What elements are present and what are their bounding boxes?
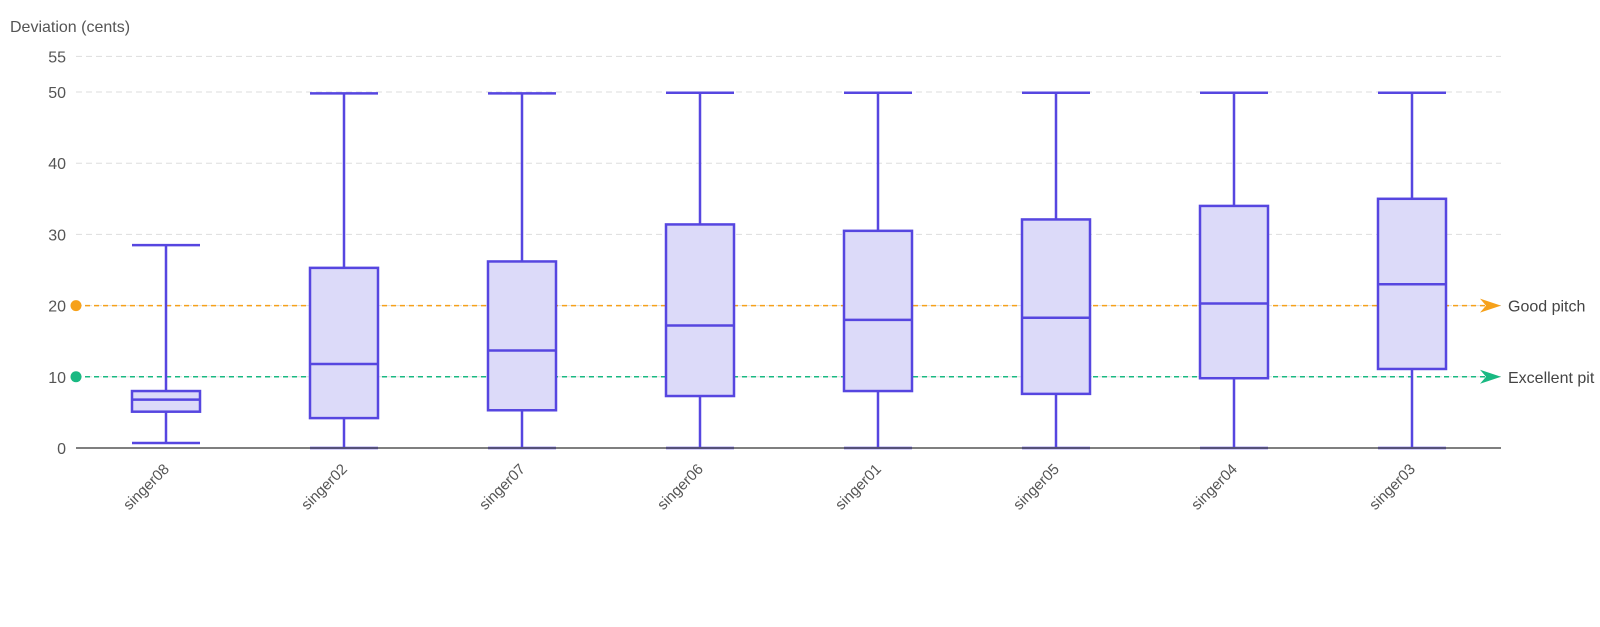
y-tick-label: 50 — [48, 85, 66, 102]
y-tick-label: 0 — [57, 441, 66, 458]
reference-line-label: Good pitch — [1508, 299, 1585, 316]
box-singer02 — [308, 92, 380, 450]
box-iqr — [130, 389, 202, 413]
x-tick-label: singer07 — [476, 461, 529, 514]
box-singer07 — [486, 92, 558, 450]
box-iqr — [1020, 218, 1092, 396]
y-tick-label: 10 — [48, 370, 66, 387]
y-tick-label: 55 — [48, 49, 66, 66]
y-axis-title: Deviation (cents) — [10, 19, 130, 36]
x-tick-label: singer08 — [120, 461, 173, 514]
box-iqr — [1198, 204, 1270, 380]
reference-line-start-dot — [70, 300, 82, 312]
y-tick-label: 30 — [48, 227, 66, 244]
reference-lines: Good pitch Excellent pit — [70, 298, 1595, 387]
boxes — [130, 91, 1448, 450]
box-iqr — [664, 223, 736, 398]
box-singer08 — [130, 243, 202, 445]
x-tick-label: singer02 — [298, 461, 351, 514]
grid-lines — [76, 55, 1501, 378]
x-tick-label: singer03 — [1366, 461, 1419, 514]
x-axis-labels: singer08 singer02 singer07 singer06 singer01… — [120, 461, 1419, 514]
box-singer04 — [1198, 91, 1270, 450]
x-tick-label: singer05 — [1010, 461, 1063, 514]
y-tick-label: 40 — [48, 156, 66, 173]
box-iqr — [842, 229, 914, 393]
reference-line-arrow-icon — [1480, 298, 1501, 313]
box-singer06 — [664, 91, 736, 450]
x-tick-label: singer01 — [832, 461, 885, 514]
y-axis-ticks: 0 10 20 30 40 50 55 — [48, 49, 66, 458]
box-singer03 — [1376, 91, 1448, 450]
x-tick-label: singer04 — [1188, 461, 1241, 514]
reference-line-start-dot — [70, 371, 82, 383]
box-iqr — [308, 266, 380, 420]
y-tick-label: 20 — [48, 299, 66, 316]
x-tick-label: singer06 — [654, 461, 707, 514]
box-singer01 — [842, 91, 914, 450]
box-singer05 — [1020, 91, 1092, 450]
reference-line-arrow-icon — [1480, 369, 1501, 384]
reference-line-label: Excellent pit — [1508, 370, 1595, 387]
box-iqr — [486, 260, 558, 412]
